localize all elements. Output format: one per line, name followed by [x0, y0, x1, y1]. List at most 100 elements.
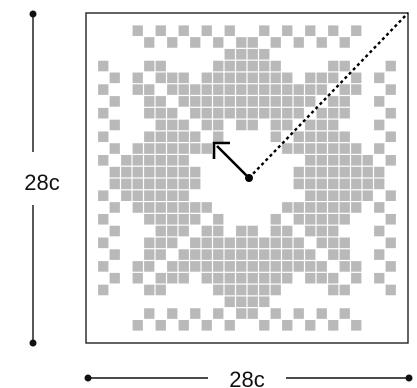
stitch-cell: [316, 107, 327, 119]
stitch-cell: [167, 84, 178, 95]
stitch-cell: [282, 84, 293, 95]
stitch-cell: [328, 284, 339, 296]
stitch-cell: [201, 25, 212, 36]
stitch-cell: [236, 296, 247, 308]
stitch-cell: [247, 48, 258, 60]
stitch-cell: [316, 308, 327, 319]
stitch-cell: [259, 261, 270, 272]
stitch-cell: [259, 72, 270, 84]
stitch-cell: [282, 96, 293, 107]
stitch-cell: [247, 249, 258, 260]
stitch-cell: [270, 107, 281, 119]
stitch-cell: [144, 202, 155, 213]
stitch-cell: [339, 131, 350, 143]
stitch-cell: [270, 225, 281, 237]
stitch-cell: [132, 320, 143, 331]
stitch-cell: [351, 320, 362, 331]
stitch-cell: [282, 237, 293, 249]
stitch-cell: [259, 107, 270, 119]
stitch-cell: [109, 143, 120, 154]
diagonal-guide-line: [248, 12, 409, 179]
stitch-cell: [339, 107, 350, 119]
stitch-cell: [259, 48, 270, 60]
stitch-cell: [144, 155, 155, 166]
stitch-cell: [282, 261, 293, 272]
height-dimension-label: 28c: [24, 170, 59, 195]
stitch-cell: [351, 25, 362, 36]
stitch-cell: [316, 237, 327, 249]
stitch-cell: [144, 178, 155, 190]
stitch-cell: [282, 72, 293, 84]
stitch-cell: [259, 320, 270, 331]
stitch-cell: [178, 190, 189, 201]
stitch-cell: [259, 272, 270, 284]
stitch-cell: [224, 60, 235, 72]
stitch-cell: [155, 225, 166, 237]
stitch-cell: [144, 107, 155, 119]
stitch-cell: [270, 131, 281, 143]
stitch-cell: [98, 84, 109, 95]
stitch-cell: [236, 237, 247, 249]
stitch-cell: [167, 202, 178, 213]
stitch-cell: [155, 202, 166, 213]
stitch-cell: [132, 84, 143, 95]
stitch-cell: [213, 213, 224, 225]
stitch-cell: [339, 60, 350, 72]
stitch-cell: [328, 213, 339, 225]
stitch-cell: [316, 84, 327, 95]
stitch-cell: [293, 261, 304, 272]
stitch-cell: [339, 308, 350, 319]
stitch-cell: [316, 213, 327, 225]
stitch-cell: [293, 308, 304, 319]
stitch-cell: [305, 119, 316, 131]
stitch-cell: [316, 202, 327, 213]
stitch-cell: [282, 249, 293, 260]
stitch-cell: [132, 178, 143, 190]
stitch-cell: [224, 296, 235, 308]
stitch-cell: [305, 261, 316, 272]
stitch-cell: [132, 25, 143, 36]
stitch-cell: [155, 178, 166, 190]
stitch-cell: [247, 60, 258, 72]
stitch-cell: [374, 225, 385, 237]
stitch-cell: [155, 284, 166, 296]
stitch-cell: [328, 225, 339, 237]
stitch-cell: [351, 178, 362, 190]
stitch-cell: [224, 284, 235, 296]
stitch-cell: [132, 166, 143, 178]
stitch-cell: [328, 190, 339, 201]
stitch-cell: [178, 320, 189, 331]
stitch-cell: [178, 25, 189, 36]
stitch-cell: [282, 107, 293, 119]
stitch-cell: [98, 213, 109, 225]
stitch-cell: [155, 166, 166, 178]
width-dimension: 28c: [84, 367, 413, 388]
stitch-cell: [351, 166, 362, 178]
stitch-cell: [270, 237, 281, 249]
stitch-cell: [167, 107, 178, 119]
stitch-cell: [144, 60, 155, 72]
stitch-cell: [190, 178, 201, 190]
stitch-cell: [201, 202, 212, 213]
stitch-cell: [155, 25, 166, 36]
stitch-cell: [167, 166, 178, 178]
stitch-cell: [259, 284, 270, 296]
stitch-cell: [178, 249, 189, 260]
stitch-cell: [259, 25, 270, 36]
stitch-cell: [270, 84, 281, 95]
stitch-cell: [316, 178, 327, 190]
stitch-cell: [178, 178, 189, 190]
stitch-cell: [339, 37, 350, 48]
stitch-cell: [190, 202, 201, 213]
stitch-cell: [328, 166, 339, 178]
stitch-cell: [190, 143, 201, 154]
stitch-cell: [132, 72, 143, 84]
stitch-cell: [385, 84, 396, 95]
stitch-cell: [293, 84, 304, 95]
stitch-cell: [385, 60, 396, 72]
chart-frame: [85, 12, 409, 344]
stitch-cell: [316, 131, 327, 143]
stitch-cell: [201, 72, 212, 84]
stitch-cell: [224, 84, 235, 95]
